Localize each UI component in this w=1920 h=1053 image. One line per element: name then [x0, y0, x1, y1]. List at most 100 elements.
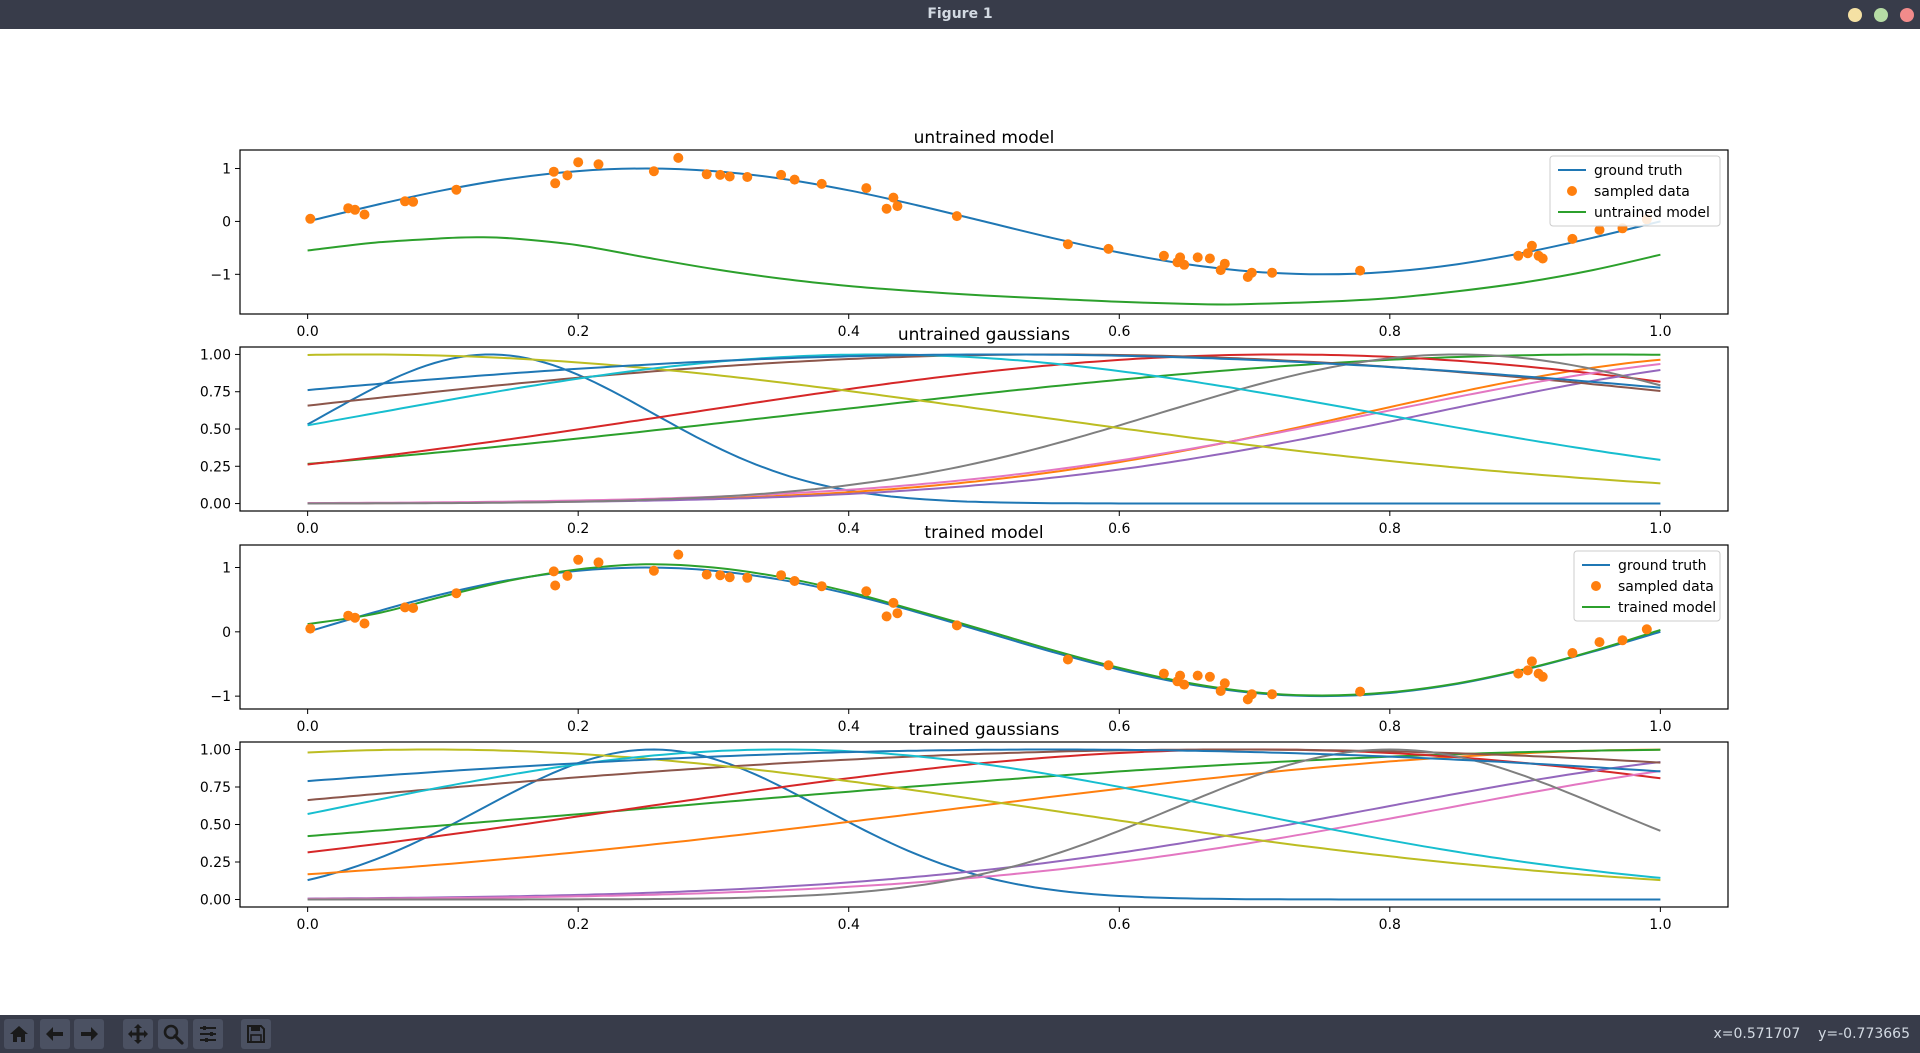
y-tick-label: 1	[222, 162, 231, 178]
home-icon	[10, 1026, 28, 1042]
save-icon	[247, 1025, 265, 1043]
x-tick-label: 0.2	[567, 521, 589, 537]
x-tick-label: 0.8	[1379, 324, 1401, 340]
y-tick-label: 1	[222, 561, 231, 577]
minimize-button[interactable]	[1848, 8, 1862, 22]
x-tick-label: 0.6	[1108, 521, 1130, 537]
data-point	[892, 201, 903, 212]
back-button[interactable]	[40, 1019, 70, 1049]
data-point	[673, 152, 684, 163]
y-tick-label: 0.25	[200, 459, 231, 475]
legend-marker	[1591, 581, 1601, 591]
x-tick-label: 0.4	[838, 719, 860, 735]
data-point	[1267, 689, 1278, 700]
data-point	[701, 169, 712, 180]
data-point	[673, 549, 684, 560]
data-point	[550, 580, 561, 591]
subplot-title: untrained gaussians	[898, 325, 1070, 345]
data-point	[724, 171, 735, 182]
data-point	[548, 566, 559, 577]
data-point	[888, 192, 899, 203]
data-point	[1522, 248, 1533, 259]
data-point	[701, 569, 712, 580]
series-line-ground-truth	[307, 167, 1661, 276]
data-point	[776, 570, 787, 581]
pan-button[interactable]	[123, 1019, 153, 1049]
x-tick-label: 0.6	[1108, 917, 1130, 933]
y-tick-label: 0.50	[200, 818, 231, 834]
axes-frame	[239, 149, 1729, 315]
data-point	[816, 178, 827, 189]
data-point	[1355, 686, 1366, 697]
pan-icon	[128, 1024, 148, 1044]
data-point	[562, 570, 573, 581]
x-tick-label: 0.6	[1108, 324, 1130, 340]
data-point	[1246, 267, 1257, 278]
gaussian-curve-5	[307, 761, 1661, 900]
data-point	[1526, 240, 1537, 251]
subplot-title: untrained model	[914, 128, 1055, 148]
x-tick-label: 0.4	[838, 917, 860, 933]
legend-label: untrained model	[1594, 205, 1710, 221]
y-tick-label: 1.00	[200, 743, 231, 759]
home-button[interactable]	[4, 1019, 34, 1049]
back-icon	[46, 1027, 63, 1041]
gaussian-curve-6	[307, 353, 1661, 407]
data-point	[881, 611, 892, 622]
x-tick-label: 0.4	[838, 324, 860, 340]
save-button[interactable]	[241, 1019, 271, 1049]
data-point	[1179, 679, 1190, 690]
subplot-4: trained gaussians 0.0 0.2 0.4 0.6 0.8 1.0 0.00 0…	[200, 720, 1729, 933]
data-point	[881, 203, 892, 214]
data-point	[1158, 668, 1169, 679]
data-point	[1594, 224, 1605, 235]
y-tick-label: 0	[222, 214, 231, 230]
gaussian-curve-9	[307, 748, 1661, 882]
navigation-toolbar: x=0.571707 y=-0.773665	[0, 1015, 1920, 1053]
data-point	[451, 588, 462, 599]
gaussian-curve-11	[307, 748, 1661, 783]
subplot-title: trained model	[924, 523, 1043, 543]
data-point	[888, 597, 899, 608]
x-tick-label: 0.4	[838, 521, 860, 537]
data-point	[1215, 686, 1226, 696]
gaussian-curve-2	[307, 358, 1661, 505]
forward-icon	[81, 1027, 98, 1041]
close-button[interactable]	[1900, 8, 1914, 22]
x-tick-label: 0.2	[567, 917, 589, 933]
data-point	[1219, 678, 1230, 689]
data-point	[573, 554, 584, 565]
data-point	[593, 159, 604, 170]
data-point	[951, 211, 962, 222]
data-point	[548, 166, 559, 177]
data-point	[1594, 637, 1605, 648]
forward-button[interactable]	[74, 1019, 104, 1049]
x-tick-label: 0.0	[297, 917, 319, 933]
legend: ground truth sampled data trained model	[1573, 550, 1721, 622]
legend-label: ground truth	[1594, 163, 1682, 179]
x-tick-label: 0.8	[1379, 521, 1401, 537]
data-point	[1192, 670, 1203, 681]
x-tick-label: 0.0	[297, 324, 319, 340]
configure-button[interactable]	[193, 1019, 223, 1049]
window-title: Figure 1	[927, 6, 993, 22]
gaussian-curve-4	[307, 353, 1661, 466]
data-point	[724, 572, 735, 583]
plot-area	[305, 152, 1661, 306]
figure-canvas[interactable]: untrained model 0.0 0.2 0.4 0.6 0.8 1.0 1 0 −1 gro…	[0, 29, 1920, 1015]
data-point	[1617, 635, 1628, 646]
zoom-button[interactable]	[158, 1019, 188, 1049]
data-point	[305, 623, 316, 634]
y-tick-label: 1.00	[200, 347, 231, 363]
subplot-2: untrained gaussians 0.0 0.2 0.4 0.6 0.8 1.0 0.0…	[200, 325, 1729, 537]
y-tick-label: 0.25	[200, 855, 231, 871]
maximize-button[interactable]	[1874, 8, 1888, 22]
x-tick-label: 1.0	[1649, 719, 1671, 735]
x-tick-label: 1.0	[1649, 917, 1671, 933]
data-point	[1062, 654, 1073, 665]
series-line-untrained-model	[307, 236, 1661, 306]
figure-plots: untrained model 0.0 0.2 0.4 0.6 0.8 1.0 1 0 −1 gro…	[200, 128, 1729, 933]
data-point	[1267, 267, 1278, 278]
data-point	[742, 172, 753, 182]
data-point	[593, 557, 604, 568]
